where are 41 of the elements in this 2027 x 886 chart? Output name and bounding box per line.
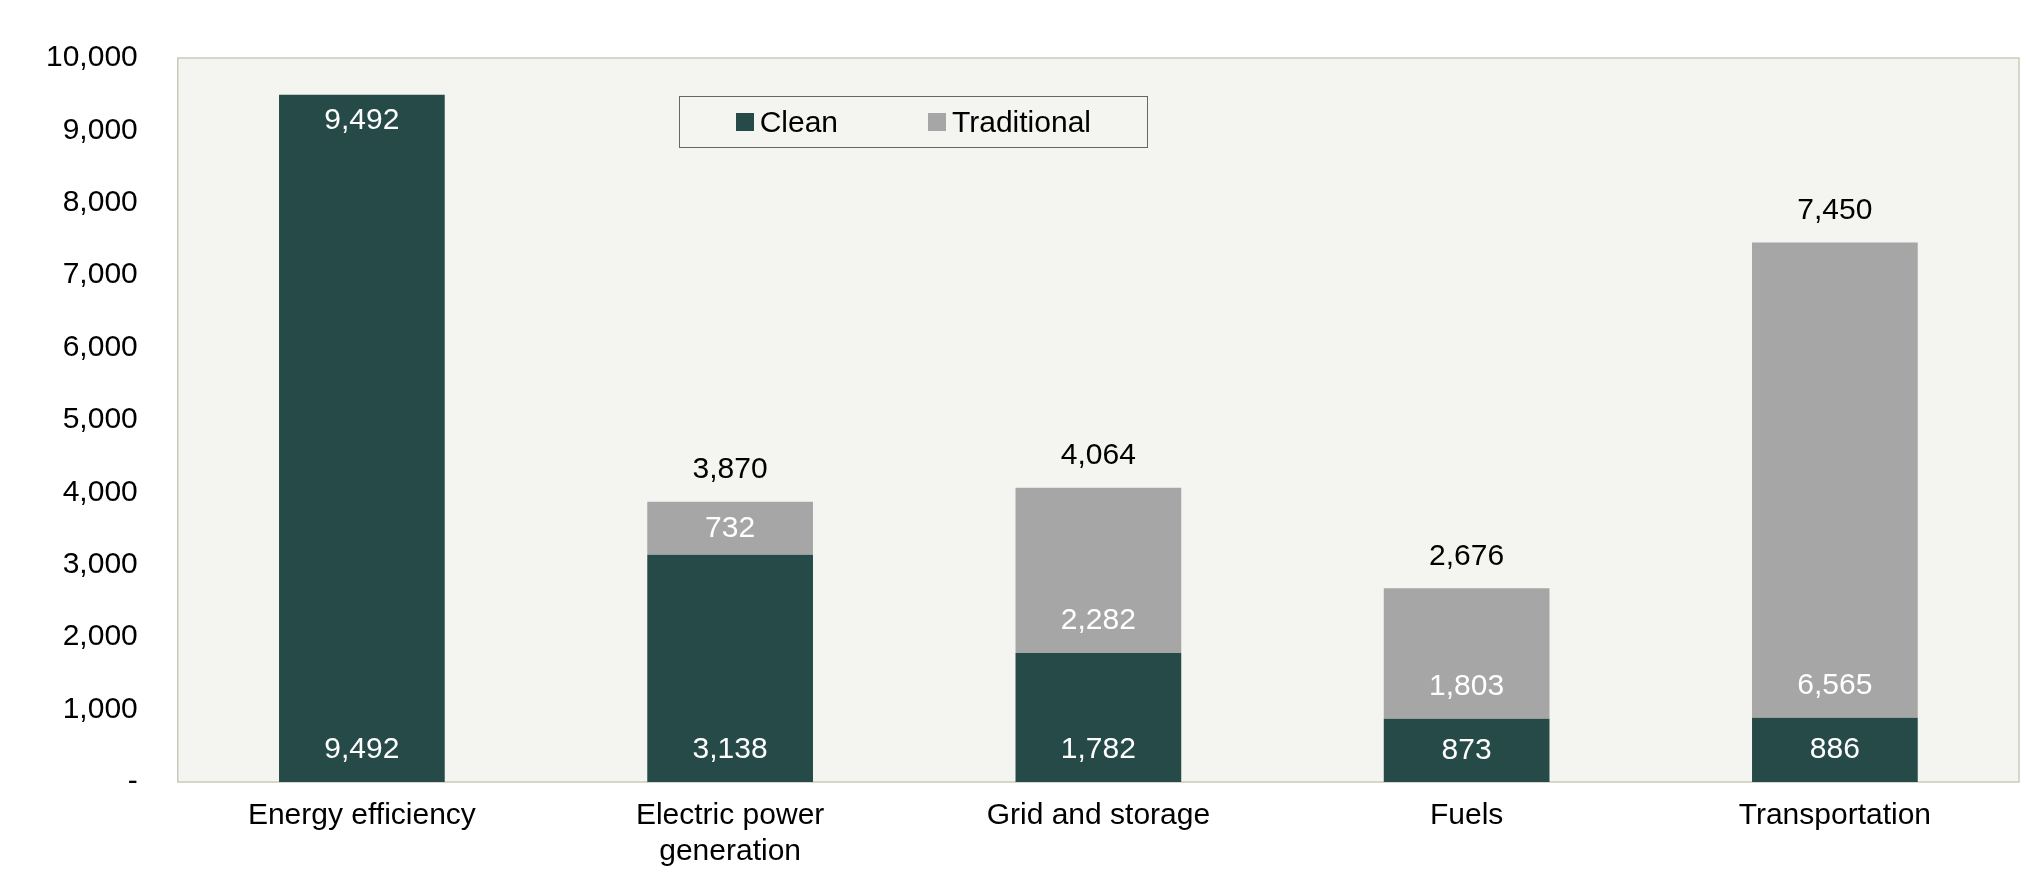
legend-label: Clean [759, 105, 839, 139]
y-tick-label: 8,000 [62, 184, 138, 218]
bar [647, 501, 813, 555]
bar [1752, 717, 1918, 782]
x-tick-label: Energy efficiency [247, 797, 476, 831]
total-label: 9,492 [324, 731, 400, 765]
y-tick-label: 7,000 [62, 256, 138, 290]
data-label: 3,138 [692, 731, 768, 765]
bar [279, 94, 445, 782]
y-tick-label: 1,000 [62, 690, 138, 724]
y-tick-label: 10,000 [45, 39, 138, 73]
y-tick-label: 3,000 [62, 546, 138, 580]
data-label: 873 [1441, 731, 1492, 765]
total-label: 4,064 [1060, 437, 1136, 471]
y-tick-label: 6,000 [62, 328, 138, 362]
x-tick-label: Fuels [1429, 797, 1504, 831]
data-label: 1,803 [1429, 668, 1505, 702]
data-label: 6,565 [1797, 667, 1873, 701]
total-label: 7,450 [1797, 191, 1873, 225]
y-tick-label: 2,000 [62, 618, 138, 652]
bar [1383, 588, 1550, 719]
data-label: 732 [705, 509, 756, 543]
x-tick-label: Electric power generation [635, 797, 825, 867]
y-tick-label: 9,000 [62, 111, 138, 145]
total-label: 3,870 [692, 451, 768, 485]
y-tick-label: 4,000 [62, 473, 138, 507]
data-label: 9,492 [324, 102, 400, 136]
y-tick-label: - [127, 763, 138, 797]
y-tick-label: 5,000 [62, 401, 138, 435]
total-label: 2,676 [1429, 537, 1505, 571]
x-tick-label: Grid and storage [986, 797, 1211, 831]
bar [1383, 718, 1550, 782]
x-tick-label: Transportation [1738, 797, 1932, 831]
legend-label: Traditional [952, 105, 1091, 139]
data-label: 886 [1809, 731, 1860, 765]
data-label: 1,782 [1060, 731, 1136, 765]
bar [647, 554, 813, 782]
bar [1752, 242, 1918, 718]
bar [1015, 487, 1182, 653]
bar [1015, 652, 1182, 782]
data-label: 2,282 [1060, 602, 1136, 636]
